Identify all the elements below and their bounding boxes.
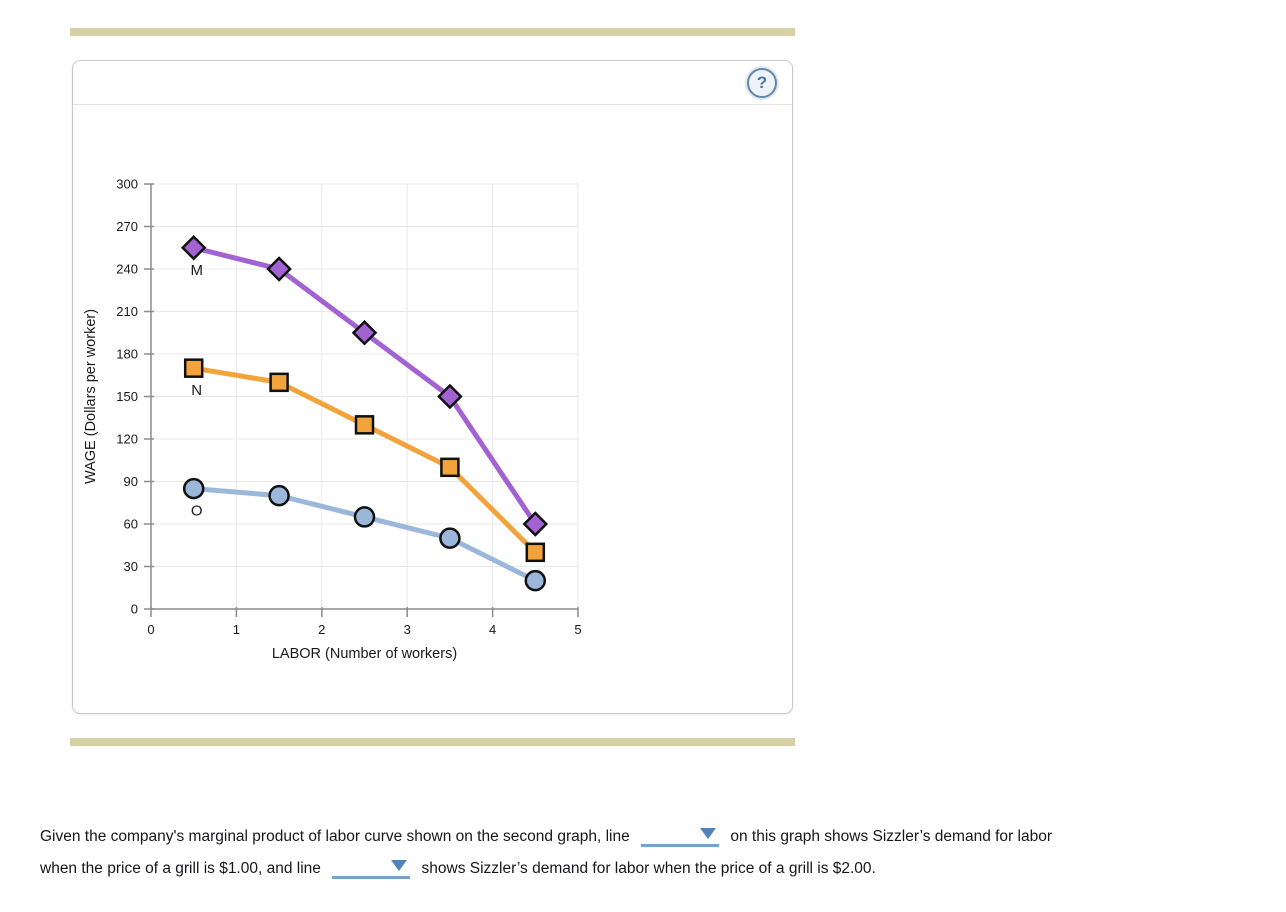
y-tick-label: 180	[116, 347, 138, 362]
marker-circle	[182, 477, 205, 500]
series-M-line	[191, 245, 538, 527]
x-tick-label: 2	[318, 622, 325, 637]
y-tick-label: 210	[116, 304, 138, 319]
marker-diamond	[351, 319, 378, 346]
y-tick-label: 150	[116, 389, 138, 404]
question-mark-icon: ?	[756, 73, 768, 92]
chevron-down-icon	[700, 828, 717, 839]
marker-circle	[524, 569, 547, 592]
line-select-dropdown-1[interactable]	[641, 823, 720, 847]
series-label-M: M	[190, 262, 203, 279]
top-divider-bar	[70, 28, 795, 36]
marker-circle	[439, 527, 461, 549]
marker-diamond	[437, 383, 463, 410]
chevron-down-icon	[391, 860, 408, 871]
wage-labor-chart: 0 30 60 90 120 150 180 210 240 270 300 0 1 2 3 4 5 M N O LAB…	[81, 171, 601, 671]
x-tick-label: 4	[489, 622, 496, 637]
marker-diamond	[522, 511, 549, 537]
help-button[interactable]: ?	[747, 68, 777, 98]
question-line1-before: Given the company's marginal product of …	[40, 828, 630, 845]
question-line2-before: when the price of a grill is $1.00, and …	[40, 860, 321, 877]
marker-square	[525, 542, 546, 563]
marker-circle	[268, 484, 290, 507]
question-line-2: when the price of a grill is $1.00, and …	[40, 853, 1255, 885]
y-tick-label: 240	[116, 262, 138, 277]
x-tick-label: 5	[574, 622, 581, 637]
marker-square	[269, 372, 289, 393]
marker-circle	[353, 506, 376, 528]
y-tick-label: 300	[116, 177, 138, 192]
y-tick-label: 120	[116, 432, 138, 447]
x-axis-title: LABOR (Number of workers)	[272, 646, 457, 662]
question-line1-after: on this graph shows Sizzler’s demand for…	[730, 828, 1052, 845]
line-select-dropdown-2[interactable]	[332, 855, 411, 879]
y-tick-label: 270	[116, 219, 138, 234]
marker-diamond	[180, 234, 207, 261]
bottom-divider-bar	[70, 738, 795, 746]
x-tick-label: 0	[147, 622, 154, 637]
question-panel: ? 0 30 60 90 120 150 180 210 240 270 300 0 1 2 3 4 5 M N O L…	[72, 60, 793, 714]
question-text: Given the company's marginal product of …	[40, 821, 1255, 885]
marker-diamond	[266, 256, 292, 282]
series-label-N: N	[191, 382, 202, 399]
chart-svg: 0 30 60 90 120 150 180 210 240 270 300 0 1 2 3 4 5 M N O LAB…	[83, 177, 582, 663]
y-tick-label: 0	[131, 602, 138, 617]
marker-square	[354, 415, 375, 435]
y-tick-label: 60	[124, 517, 138, 532]
y-tick-label: 30	[124, 559, 138, 574]
x-tick-label: 1	[233, 622, 240, 637]
series-label-O: O	[191, 503, 203, 520]
question-line2-after: shows Sizzler’s demand for labor when th…	[421, 860, 876, 877]
panel-header: ?	[73, 61, 792, 105]
x-tick-label: 3	[404, 622, 411, 637]
marker-square	[183, 358, 204, 378]
marker-square	[440, 457, 460, 478]
y-tick-label: 90	[124, 474, 138, 489]
question-line-1: Given the company's marginal product of …	[40, 821, 1255, 853]
y-axis-title: WAGE (Dollars per worker)	[83, 309, 99, 484]
